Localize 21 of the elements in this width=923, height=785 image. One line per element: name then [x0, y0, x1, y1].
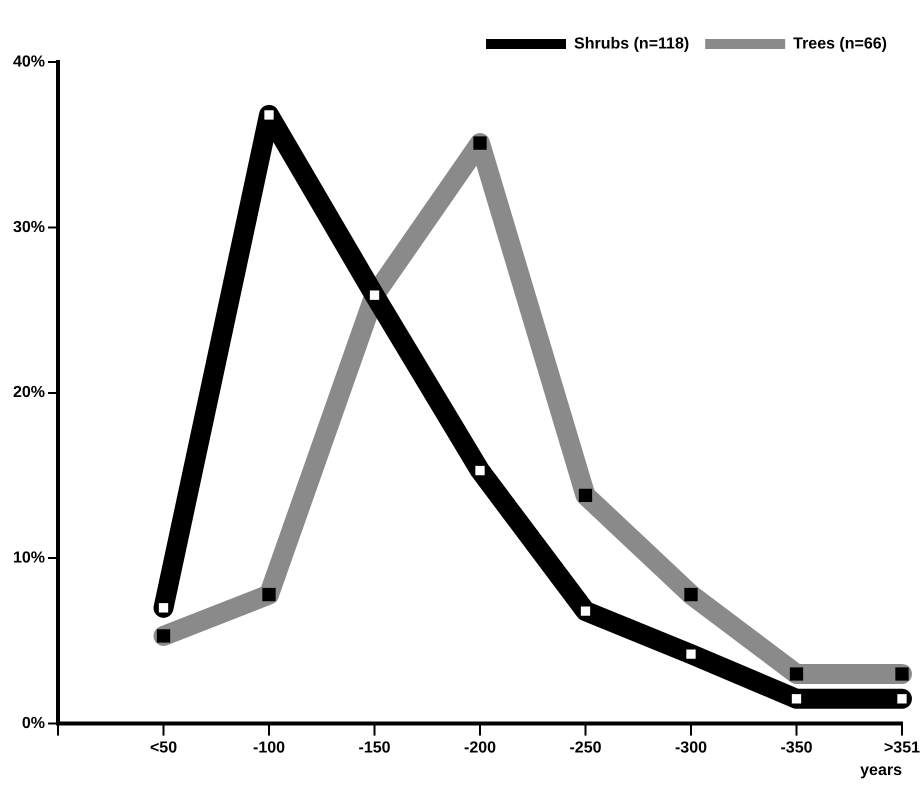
y-tick-label: 40%: [12, 53, 46, 70]
x-tick-label: -300: [674, 740, 708, 757]
x-tick-label: >351: [884, 740, 920, 757]
x-tick-label: -100: [252, 740, 286, 757]
x-tick-label: -350: [780, 740, 813, 757]
legend-label: Trees (n=66): [793, 35, 887, 52]
x-tick-label: -150: [358, 740, 391, 757]
y-tick-label: 10%: [12, 550, 46, 567]
point: [473, 464, 487, 478]
point: [262, 108, 276, 122]
x-tick-label: -200: [464, 740, 496, 757]
y-tick-label: 0%: [22, 715, 46, 732]
point: [790, 692, 804, 706]
y-tick-label: 20%: [12, 384, 46, 402]
x-axis-title: years: [860, 762, 902, 779]
x-tick-label: <50: [150, 740, 178, 757]
y-tick-label: 30%: [12, 218, 46, 236]
point: [156, 601, 170, 614]
legend-label: Shrubs (n=118): [574, 35, 690, 52]
point: [895, 692, 909, 706]
x-tick-label: -250: [569, 740, 602, 757]
